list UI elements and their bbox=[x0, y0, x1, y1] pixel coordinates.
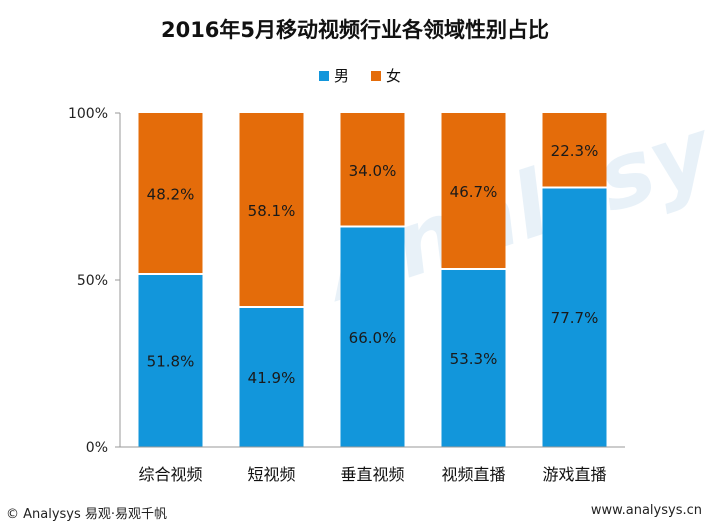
x-tick-label: 游戏直播 bbox=[542, 465, 606, 484]
legend-label: 女 bbox=[386, 67, 401, 85]
y-axis: 0% 50% 100% bbox=[68, 106, 121, 456]
bar-male bbox=[441, 268, 506, 447]
data-label: 46.7% bbox=[450, 183, 498, 201]
data-label: 58.1% bbox=[248, 202, 296, 220]
bar-female bbox=[138, 113, 203, 274]
bar-female bbox=[239, 113, 304, 308]
x-tick-label: 短视频 bbox=[247, 465, 295, 484]
y-tick-label: 100% bbox=[68, 106, 108, 122]
data-label: 53.3% bbox=[450, 350, 498, 368]
data-label: 41.9% bbox=[248, 369, 296, 387]
data-label: 66.0% bbox=[349, 329, 397, 347]
data-label: 51.8% bbox=[147, 352, 195, 370]
footer-website: www.analysys.cn bbox=[590, 503, 702, 518]
data-label: 22.3% bbox=[551, 142, 599, 160]
bar-female bbox=[441, 113, 506, 269]
footer-copyright: © Analysys 易观·易观千帆 bbox=[6, 507, 168, 522]
data-label: 48.2% bbox=[147, 185, 195, 203]
legend-label: 男 bbox=[334, 67, 349, 85]
bar-female bbox=[340, 113, 405, 227]
data-label: 77.7% bbox=[551, 309, 599, 327]
bar-male bbox=[138, 273, 203, 447]
data-label: 34.0% bbox=[349, 162, 397, 180]
chart-title: 2016年5月移动视频行业各领域性别占比 bbox=[160, 18, 550, 42]
x-axis: 综合视频 短视频 垂直视频 视频直播 游戏直播 bbox=[120, 446, 625, 484]
y-tick-label: 50% bbox=[77, 273, 108, 289]
bar-male bbox=[239, 307, 304, 447]
bar-male bbox=[542, 187, 607, 447]
bar-male bbox=[340, 226, 405, 447]
x-tick-label: 视频直播 bbox=[441, 465, 505, 484]
x-tick-label: 垂直视频 bbox=[340, 465, 404, 484]
legend-swatch bbox=[371, 71, 381, 81]
y-tick-label: 0% bbox=[86, 440, 108, 456]
legend: 男女 bbox=[319, 67, 401, 85]
x-tick-label: 综合视频 bbox=[138, 465, 202, 484]
legend-swatch bbox=[319, 71, 329, 81]
bar-female bbox=[542, 113, 607, 188]
bars: 51.8% 48.2% 41.9% 58.1% 66.0% 34.0% 53.3% 46.7%… bbox=[138, 113, 607, 447]
